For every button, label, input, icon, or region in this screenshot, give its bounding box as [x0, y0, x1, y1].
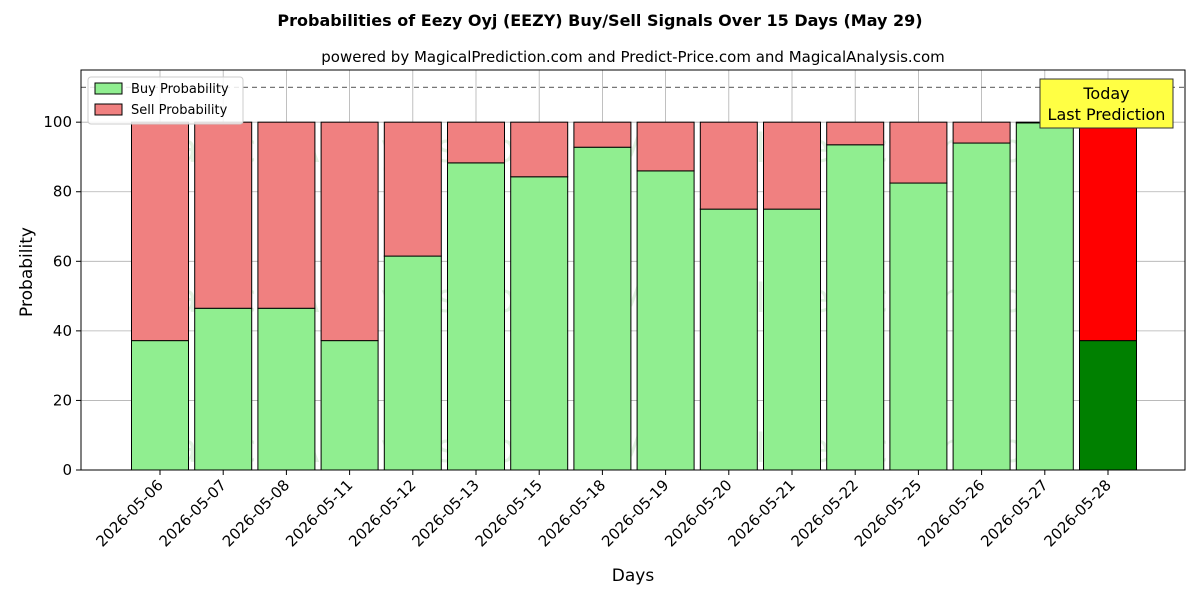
x-tick-label: 2026-05-08	[219, 476, 293, 550]
sell-bar	[1079, 121, 1137, 342]
buy-bar	[383, 255, 442, 471]
x-axis-label: Days	[612, 566, 655, 586]
buy-bar	[573, 146, 632, 471]
legend-label: Sell Probability	[131, 103, 228, 118]
x-tick-label: 2026-05-13	[408, 476, 482, 550]
buy-bar	[510, 176, 569, 471]
buy-bar	[699, 208, 758, 471]
buy-bar	[636, 170, 695, 471]
x-tick-label: 2026-05-21	[724, 476, 798, 550]
sell-bar	[763, 121, 821, 210]
x-tick-label: 2026-05-15	[472, 476, 546, 550]
legend-swatch	[94, 103, 123, 116]
plot-frame	[80, 69, 1186, 471]
buy-bar	[257, 307, 316, 471]
y-tick-label: 60	[53, 252, 72, 270]
y-tick-label: 80	[53, 183, 72, 201]
buy-bar	[131, 340, 189, 471]
sell-bar	[131, 121, 189, 342]
sell-bar	[447, 121, 505, 164]
x-tick-label: 2026-05-20	[661, 476, 735, 550]
x-tick-label: 2026-05-27	[977, 476, 1051, 550]
x-tick-label: 2026-05-07	[156, 476, 230, 550]
buy-bar	[889, 182, 948, 471]
y-tick-label: 0	[62, 461, 72, 479]
sell-bar	[699, 121, 758, 210]
x-tick-label: 2026-05-11	[282, 476, 356, 550]
x-tick-label: 2026-05-22	[788, 476, 862, 550]
buy-bar	[1015, 122, 1074, 471]
annotation-box	[1039, 78, 1174, 129]
annotation: Today Last Prediction	[1039, 78, 1174, 129]
x-tick-label: 2026-05-06	[92, 476, 166, 550]
buy-bar	[826, 144, 885, 471]
annotation-text: Today	[1082, 84, 1129, 103]
legend-swatch	[94, 82, 123, 95]
sell-bar	[194, 121, 253, 309]
x-tick-label: 2026-05-25	[851, 476, 925, 550]
x-tick-label: 2026-05-26	[914, 476, 988, 550]
sell-bar	[510, 121, 569, 178]
sell-bar	[826, 121, 885, 146]
legend-label: Buy Probability	[131, 82, 229, 97]
y-axis-label: Probability	[17, 227, 37, 317]
sell-bar	[636, 121, 695, 172]
buy-bar	[447, 162, 505, 471]
buy-bar	[763, 208, 821, 471]
x-tick-label: 2026-05-12	[345, 476, 419, 550]
y-tick-label: 20	[53, 391, 72, 409]
chart-subtitle: powered by MagicalPrediction.com and Pre…	[321, 48, 945, 66]
sell-bar	[383, 121, 442, 257]
annotation-text: Last Prediction	[1048, 105, 1166, 124]
sell-bar	[889, 121, 948, 184]
y-tick-label: 40	[53, 322, 72, 340]
y-tick-label: 100	[43, 113, 72, 131]
x-tick-label: 2026-05-18	[535, 476, 609, 550]
buy-bar	[952, 142, 1011, 471]
legend-box	[87, 76, 244, 125]
legend: Buy Probability Sell Probability	[87, 76, 244, 125]
buy-bar	[194, 307, 253, 471]
sell-bar	[952, 121, 1011, 144]
sell-bar	[573, 121, 632, 148]
chart-title: Probabilities of Eezy Oyj (EEZY) Buy/Sel…	[277, 11, 922, 30]
sell-bar	[320, 121, 379, 342]
buy-bar	[1079, 340, 1137, 471]
bars	[131, 121, 1137, 471]
sell-bar	[257, 121, 316, 309]
x-tick-label: 2026-05-19	[598, 476, 672, 550]
buy-bar	[320, 340, 379, 471]
x-tick-label: 2026-05-28	[1040, 476, 1114, 550]
